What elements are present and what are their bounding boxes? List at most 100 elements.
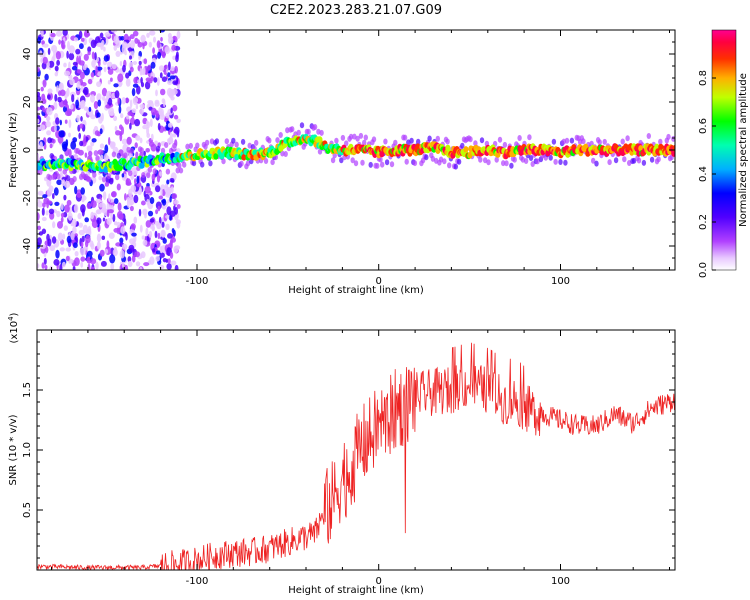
spectrogram-speckle [42, 194, 48, 199]
spectrogram-halo [468, 136, 473, 143]
spectrogram-speckle [109, 111, 115, 116]
spectrogram-speckle [169, 132, 173, 140]
spectrogram-speckle [170, 66, 175, 72]
spectrogram-speckle [59, 264, 63, 270]
spectrogram-speckle [71, 94, 75, 103]
spectrogram-speckle [113, 83, 119, 88]
spectrogram-halo [115, 174, 120, 181]
spectrogram-speckle [55, 249, 60, 259]
spectrogram-speckle [82, 224, 88, 234]
spectrogram-halo [146, 172, 151, 179]
spectrogram-speckle [132, 97, 139, 104]
spectrogram-halo [47, 174, 53, 181]
spectrogram-speckle [133, 216, 138, 224]
spectrogram-speckle [115, 50, 121, 58]
spectrogram-speckle [96, 233, 102, 243]
spectrogram-speckle [37, 225, 41, 231]
spectrogram-speckle [84, 32, 91, 37]
spectrogram-speckle [131, 232, 137, 237]
spectrogram-speckle [142, 124, 148, 130]
colorbar-tick-label: 0.8 [698, 70, 709, 86]
spectrogram-speckle [90, 200, 97, 208]
spectrogram-speckle [66, 87, 70, 97]
spectrogram-speckle [170, 260, 177, 266]
spectrogram-speckle [136, 175, 140, 184]
spectrogram-speckle [96, 217, 102, 225]
spectrogram-speckle [152, 47, 156, 54]
spectrogram-speckle [56, 59, 60, 66]
spectrogram-halo [430, 155, 436, 162]
spectrogram-speckle [176, 30, 181, 39]
spectrogram-speckle [154, 101, 160, 107]
spectrogram-speckle [156, 77, 160, 86]
spectrogram-halo [501, 160, 506, 167]
spectrogram-speckle [121, 243, 128, 250]
spectrogram-halo [239, 160, 244, 167]
spectrogram-halo [620, 138, 625, 145]
spectrogram-speckle [57, 221, 63, 229]
spectrogram-speckle [67, 40, 70, 50]
spectrogram-axes: -100 0 100 -40 -20 0 20 40 [22, 29, 675, 287]
spectrogram-speckle [60, 203, 64, 211]
spectrogram-ridge-point [317, 136, 323, 143]
spectrogram-speckle [90, 94, 95, 103]
spectrogram-speckle [150, 133, 154, 141]
spectrogram-speckle [168, 61, 171, 71]
x-tick-label: 0 [376, 576, 382, 587]
spectrogram-speckle [72, 61, 78, 66]
spectrogram-speckle [46, 115, 51, 122]
spectrogram-halo [384, 159, 390, 166]
spectrogram-speckle [62, 233, 66, 240]
spectrogram-speckle [133, 76, 139, 84]
spectrogram-halo [164, 142, 169, 148]
spectrogram-speckle [96, 66, 103, 71]
spectrogram-speckle [125, 72, 130, 79]
spectrogram-speckle [171, 228, 175, 234]
spectrogram-speckle [54, 65, 59, 72]
spectrogram-speckle [90, 258, 97, 265]
spectrogram-speckle [113, 221, 118, 226]
spectrogram-speckle [135, 261, 141, 267]
spectrogram-halo [402, 134, 408, 141]
spectrogram-speckle [135, 104, 139, 110]
spectrogram-speckle [159, 245, 163, 254]
spectrogram-speckle [176, 221, 181, 229]
spectrogram-halo [389, 161, 395, 168]
spectrogram-halo [445, 138, 450, 145]
spectrogram-speckle [143, 262, 150, 267]
spectrogram-speckle [47, 47, 51, 56]
spectrogram-speckle [144, 185, 151, 194]
spectrogram-halo [636, 157, 642, 164]
spectrogram-halo [165, 168, 171, 175]
spectrogram-speckle [78, 132, 81, 139]
spectrogram-speckle [126, 115, 130, 120]
spectrogram-speckle [169, 240, 173, 249]
spectrogram-ridge-point [213, 153, 219, 160]
spectrogram-halo [509, 162, 514, 169]
spectrogram-speckle [139, 266, 143, 270]
spectrogram-speckle [104, 98, 108, 106]
spectrogram-speckle [42, 43, 49, 48]
spectrogram-speckle [71, 65, 78, 71]
spectrogram-speckle [114, 90, 120, 99]
spectrogram-speckle [152, 222, 155, 231]
spectrogram-speckle [142, 208, 148, 216]
spectrogram-speckle [157, 51, 162, 59]
spectrogram-halo [358, 132, 364, 139]
spectrogram-speckle [76, 189, 82, 198]
figure-title: C2E2.2023.283.21.07.G09 [270, 3, 442, 18]
spectrogram-speckle [54, 201, 60, 206]
spectrogram-halo [368, 161, 373, 168]
spectrogram-speckle [83, 134, 87, 143]
spectrogram-speckle [117, 202, 122, 211]
spectrogram-speckle [176, 118, 181, 124]
spectrogram-speckle [129, 66, 134, 73]
spectrogram-halo [254, 139, 259, 146]
spectrogram-speckle [90, 39, 97, 49]
spectrogram-halo [627, 160, 632, 166]
spectrogram-speckle [170, 107, 173, 114]
spectrogram-halo [280, 150, 285, 157]
spectrogram-speckle [100, 154, 104, 160]
spectrogram-speckle [130, 223, 136, 230]
spectrogram-halo [607, 159, 612, 166]
